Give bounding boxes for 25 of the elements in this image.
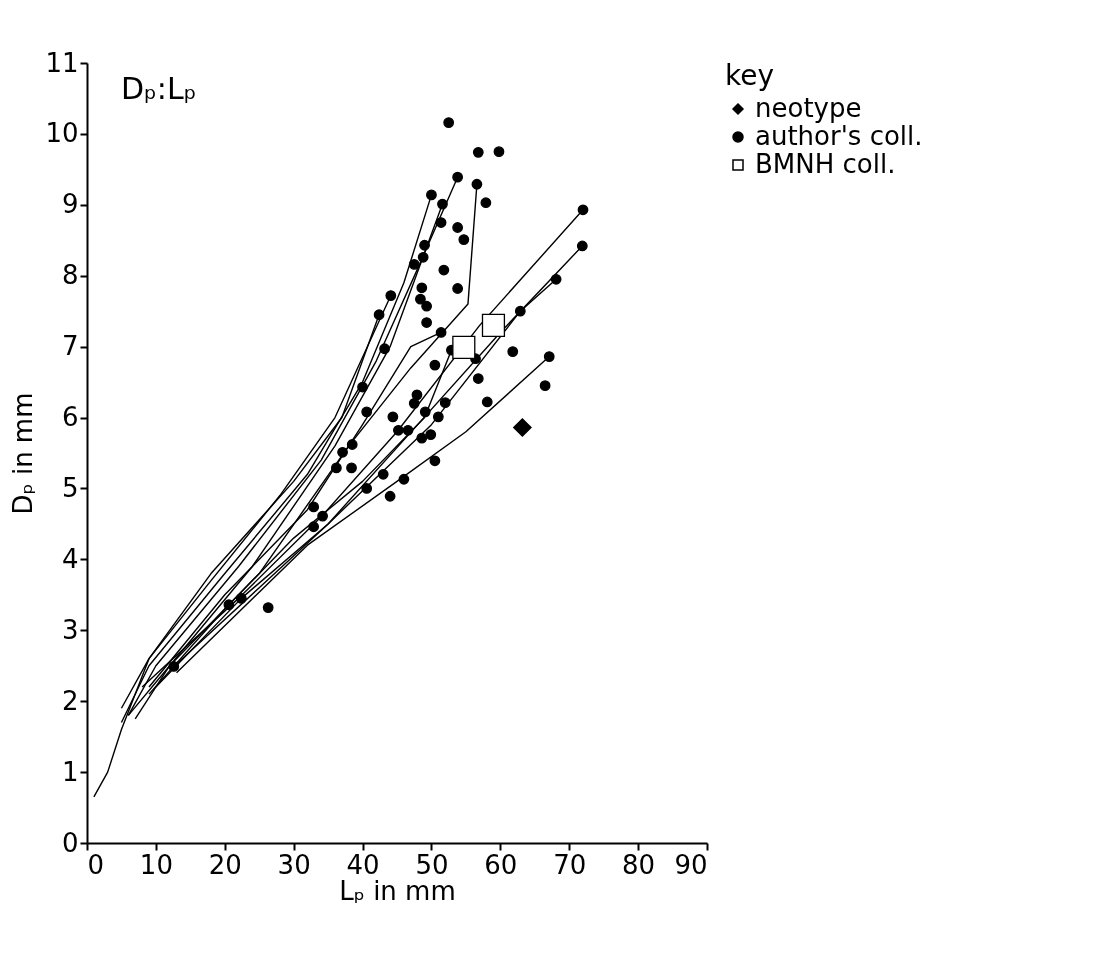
x-tick-label: 70 bbox=[553, 849, 587, 880]
x-tick-label: 20 bbox=[208, 849, 242, 880]
x-tick-label: 10 bbox=[139, 849, 173, 880]
y-axis-title: Dₚ in mm bbox=[8, 392, 39, 515]
legend-label: BMNH coll. bbox=[755, 149, 896, 179]
x-tick-label: 90 bbox=[674, 849, 708, 880]
legend-label: neotype bbox=[755, 93, 862, 123]
y-tick-label: 11 bbox=[45, 47, 79, 78]
x-tick-label: 0 bbox=[87, 849, 105, 880]
y-tick-label: 3 bbox=[61, 614, 79, 645]
y-tick-label: 9 bbox=[61, 189, 79, 220]
chart-title: Dₚ:Lₚ bbox=[120, 71, 197, 106]
y-tick-label: 4 bbox=[61, 543, 79, 574]
y-tick-label: 0 bbox=[61, 827, 79, 858]
x-tick-label: 30 bbox=[277, 849, 311, 880]
y-tick-label: 6 bbox=[61, 402, 79, 433]
legend-title: key bbox=[725, 59, 775, 92]
x-tick-label: 60 bbox=[484, 849, 518, 880]
y-tick-label: 10 bbox=[45, 118, 79, 149]
y-tick-label: 2 bbox=[61, 685, 79, 716]
y-tick-label: 5 bbox=[61, 472, 79, 503]
y-tick-label: 8 bbox=[61, 260, 79, 291]
y-tick-label: 7 bbox=[61, 331, 79, 362]
x-tick-label: 80 bbox=[622, 849, 656, 880]
y-tick-label: 1 bbox=[61, 756, 79, 787]
